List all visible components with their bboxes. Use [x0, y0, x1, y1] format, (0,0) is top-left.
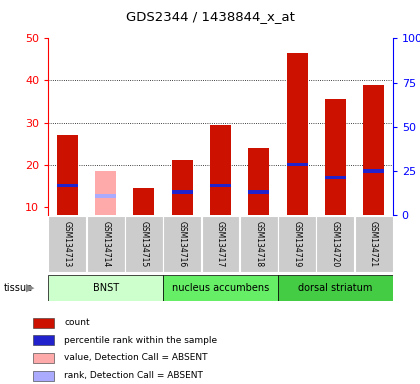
Bar [363, 169, 384, 172]
Bar [33, 335, 54, 345]
Text: dorsal striatum: dorsal striatum [298, 283, 373, 293]
Bar [316, 216, 354, 272]
Text: GSM134717: GSM134717 [216, 221, 225, 267]
Text: GSM134721: GSM134721 [369, 221, 378, 267]
Bar [95, 194, 116, 198]
Bar [172, 190, 193, 194]
Text: count: count [64, 318, 90, 327]
Bar [172, 161, 193, 215]
Bar [240, 216, 278, 272]
Bar [286, 53, 307, 215]
Text: BNST: BNST [93, 283, 119, 293]
Bar [210, 184, 231, 187]
Text: nucleus accumbens: nucleus accumbens [172, 283, 269, 293]
Text: GSM134718: GSM134718 [254, 221, 263, 267]
Bar [33, 353, 54, 363]
Bar [363, 84, 384, 215]
Text: value, Detection Call = ABSENT: value, Detection Call = ABSENT [64, 353, 207, 362]
Text: rank, Detection Call = ABSENT: rank, Detection Call = ABSENT [64, 371, 203, 380]
Text: ▶: ▶ [26, 283, 34, 293]
Bar [33, 318, 54, 328]
Bar [325, 175, 346, 179]
Text: GSM134719: GSM134719 [293, 221, 302, 267]
Bar [134, 188, 155, 215]
Text: GSM134716: GSM134716 [178, 221, 187, 267]
Bar [354, 216, 393, 272]
Bar [248, 148, 269, 215]
Bar [57, 184, 78, 187]
Bar [286, 163, 307, 166]
Bar [163, 216, 201, 272]
Bar [95, 171, 116, 215]
Bar [202, 216, 239, 272]
Bar [33, 371, 54, 381]
Bar [57, 135, 78, 215]
Text: GSM134714: GSM134714 [101, 221, 110, 267]
Bar [278, 216, 316, 272]
Bar [248, 190, 269, 194]
Bar [210, 125, 231, 215]
Bar [278, 275, 393, 301]
Bar [48, 275, 163, 301]
Bar [325, 99, 346, 215]
Bar [125, 216, 163, 272]
Bar [48, 216, 87, 272]
Text: GSM134713: GSM134713 [63, 221, 72, 267]
Bar [163, 275, 278, 301]
Text: GDS2344 / 1438844_x_at: GDS2344 / 1438844_x_at [126, 10, 294, 23]
Text: GSM134715: GSM134715 [139, 221, 148, 267]
Text: percentile rank within the sample: percentile rank within the sample [64, 336, 217, 345]
Text: GSM134720: GSM134720 [331, 221, 340, 267]
Text: tissue: tissue [4, 283, 33, 293]
Bar [87, 216, 125, 272]
